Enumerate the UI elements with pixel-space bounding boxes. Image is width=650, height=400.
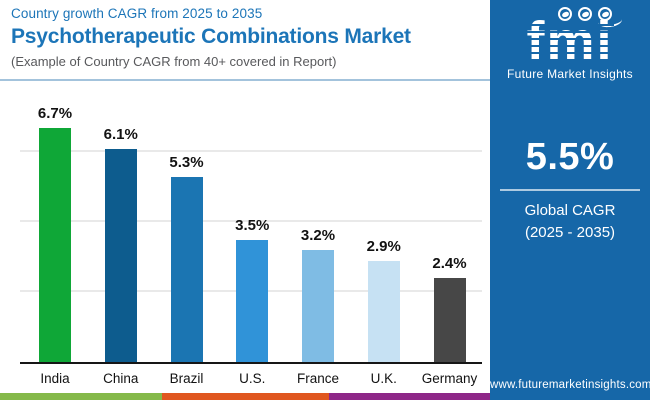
bar-value-label: 2.4% (432, 255, 467, 272)
category-label: Germany (421, 371, 478, 386)
page-title: Psychotherapeutic Combinations Market (11, 25, 411, 48)
cagr-label-line1: Global CAGR (524, 202, 616, 219)
website-link[interactable]: www.futuremarketinsights.com (490, 379, 650, 391)
bar-value-label: 3.2% (300, 227, 336, 244)
bar-China (104, 148, 137, 362)
bar-value-label: 6.1% (103, 125, 138, 143)
bar-U.K. (367, 260, 400, 362)
category-label: India (40, 371, 70, 386)
header-divider (0, 79, 490, 81)
category-label: China (103, 371, 139, 386)
bar-India (39, 127, 71, 362)
chart-kicker: Country growth CAGR from 2025 to 2035 (11, 6, 263, 21)
x-axis-line (20, 362, 482, 364)
gridline-4-percent (20, 220, 482, 222)
fmi-logo: fmi Future Market Insights (490, 7, 650, 81)
global-cagr-value: 5.5% (525, 136, 615, 178)
bar-value-label: 6.7% (37, 104, 73, 122)
cagr-label-line2: (2025 - 2035) (524, 223, 616, 241)
header: Country growth CAGR from 2025 to 2035 Ps… (11, 6, 487, 69)
bar-value-label: 2.9% (366, 237, 401, 255)
category-label: France (296, 371, 340, 386)
cagr-divider (500, 189, 640, 191)
gridline-6-percent (20, 150, 482, 152)
bar-value-label: 5.3% (169, 153, 204, 171)
global-cagr-label: Global CAGR (2025 - 2035) (490, 200, 650, 244)
global-cagr-block: 5.5% Global CAGR (2025 - 2035) (490, 136, 650, 244)
bar-value-label: 3.5% (235, 216, 270, 234)
brand-panel: fmi Future Market Insights 5.5% Global C… (490, 0, 650, 400)
bar-France (302, 250, 334, 362)
strip-segment (162, 393, 329, 400)
footer-color-strip (0, 393, 490, 400)
strip-segment (329, 393, 490, 400)
category-label: U.S. (239, 371, 266, 386)
bar-Germany (433, 278, 466, 362)
category-label: U.K. (370, 371, 397, 386)
bar-Brazil (170, 176, 203, 362)
strip-segment (0, 393, 162, 400)
category-label: Brazil (169, 371, 204, 386)
chart-subtitle: (Example of Country CAGR from 40+ covere… (11, 54, 337, 69)
logo-wordmark: fmi (526, 11, 614, 71)
brand-name: Future Market Insights (507, 66, 633, 81)
bar-chart: 6.7% India 6.1% China 5.3% Brazil 3.5% U.S. 3.2%… (0, 85, 490, 386)
bar-U.S. (236, 239, 269, 362)
